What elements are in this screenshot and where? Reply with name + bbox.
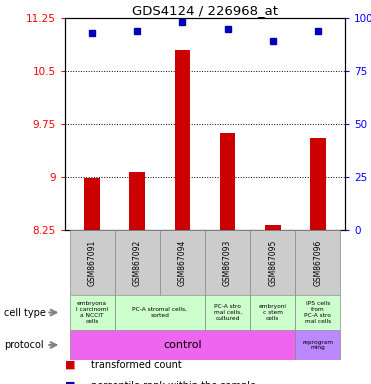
Bar xyxy=(160,230,205,295)
Text: transformed count: transformed count xyxy=(91,360,182,370)
Bar xyxy=(205,295,250,330)
Bar xyxy=(205,230,250,295)
Bar xyxy=(69,295,115,330)
Bar xyxy=(174,50,190,230)
Bar xyxy=(265,225,280,230)
Bar xyxy=(310,138,326,230)
Bar xyxy=(69,330,295,360)
Text: embryoni
c stem
cells: embryoni c stem cells xyxy=(259,304,287,321)
Text: GSM867092: GSM867092 xyxy=(133,239,142,286)
Text: percentile rank within the sample: percentile rank within the sample xyxy=(91,381,256,384)
Text: ■: ■ xyxy=(65,360,79,370)
Text: control: control xyxy=(163,340,202,350)
Bar xyxy=(84,179,100,230)
Text: embryona
l carcinoml
a NCCIT
cells: embryona l carcinoml a NCCIT cells xyxy=(76,301,108,324)
Bar xyxy=(250,295,295,330)
Text: ■: ■ xyxy=(65,381,79,384)
Title: GDS4124 / 226968_at: GDS4124 / 226968_at xyxy=(132,4,278,17)
Bar xyxy=(295,295,341,330)
Bar xyxy=(295,330,341,360)
Text: GSM867091: GSM867091 xyxy=(88,239,96,286)
Bar xyxy=(250,230,295,295)
Bar xyxy=(115,295,205,330)
Text: protocol: protocol xyxy=(4,340,43,350)
Text: cell type: cell type xyxy=(4,308,46,318)
Bar xyxy=(129,172,145,230)
Bar xyxy=(69,230,115,295)
Text: PC-A stro
mal cells,
cultured: PC-A stro mal cells, cultured xyxy=(214,304,242,321)
Text: GSM867093: GSM867093 xyxy=(223,239,232,286)
Text: GSM867095: GSM867095 xyxy=(268,239,277,286)
Text: reprogram
ming: reprogram ming xyxy=(302,339,334,350)
Bar xyxy=(115,230,160,295)
Text: GSM867094: GSM867094 xyxy=(178,239,187,286)
Text: PC-A stromal cells,
sorted: PC-A stromal cells, sorted xyxy=(132,307,187,318)
Text: GSM867096: GSM867096 xyxy=(313,239,322,286)
Bar xyxy=(295,230,341,295)
Text: IPS cells
from
PC-A stro
mal cells: IPS cells from PC-A stro mal cells xyxy=(305,301,331,324)
Bar xyxy=(220,133,236,230)
